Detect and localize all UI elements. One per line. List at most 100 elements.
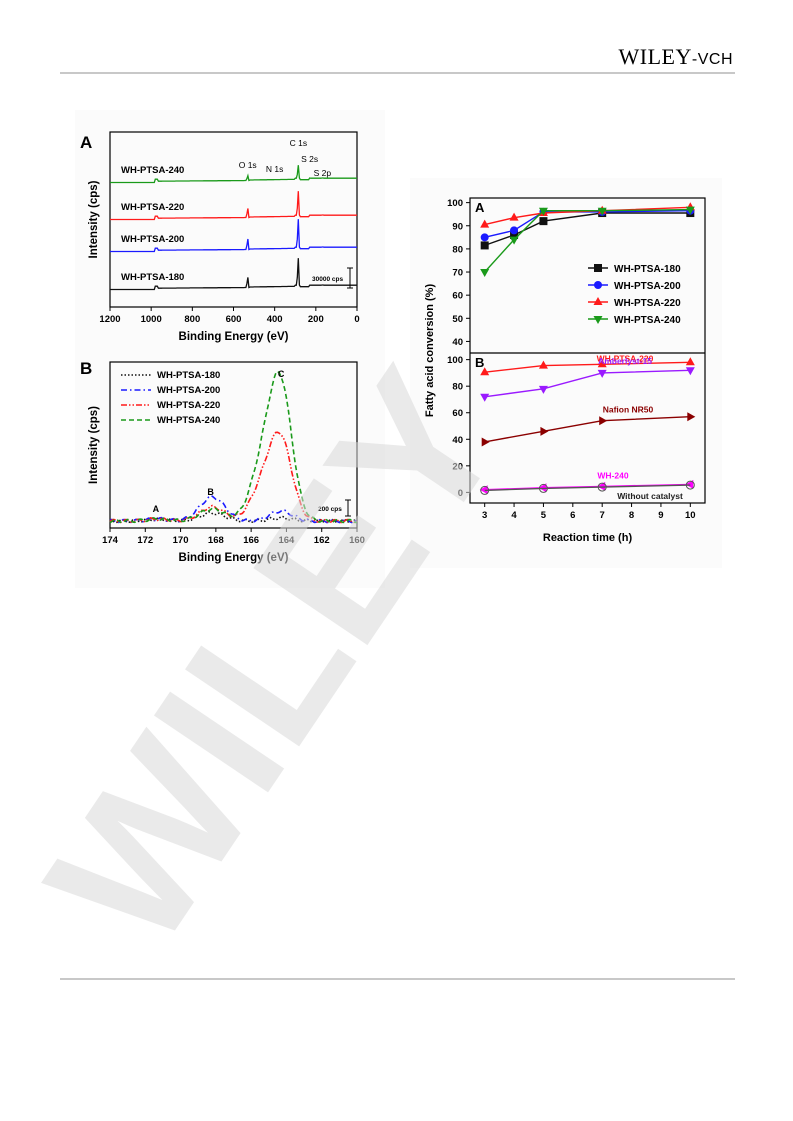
series-line (484, 416, 691, 443)
data-point (480, 241, 489, 250)
panel-letter: B (80, 359, 92, 378)
x-tick-label: 160 (349, 535, 365, 546)
y-tick-label: 0 (458, 488, 463, 499)
series-line (484, 484, 691, 492)
series-label: Without catalyst (617, 491, 683, 501)
data-point (480, 233, 489, 242)
plot-frame (109, 361, 358, 529)
x-axis-label: Reaction time (h) (543, 532, 633, 544)
data-point (597, 369, 607, 378)
x-tick-label: 174 (102, 535, 119, 546)
x-axis-label: Binding Energy (eV) (179, 552, 289, 564)
series-label: WH-240 (597, 470, 628, 480)
x-tick-label: 166 (243, 535, 259, 546)
data-point (538, 385, 548, 394)
x-tick-label: 164 (278, 535, 295, 546)
series-label: Amberlyst-15 (598, 356, 652, 366)
data-point (597, 481, 606, 491)
brand-sub: -VCH (691, 51, 733, 68)
y-axis-label: Intensity (cps) (88, 406, 100, 484)
series-label: WH-PTSA-240 (121, 165, 184, 176)
conversion-chart: A B 40 50 60 70 80 90 100 0 20 40 60 80 100 3 4 5 6 7 8 9 10 Re… (424, 197, 706, 544)
x-tick-label: 4 (511, 510, 517, 521)
series-line (484, 361, 691, 373)
series-label: WH-PTSA-200 (121, 234, 184, 245)
data-point (538, 360, 548, 369)
x-tick-label: 162 (314, 535, 330, 546)
data-point (480, 485, 490, 495)
panel-letter: B (475, 355, 484, 370)
data-point (540, 426, 549, 436)
series-label: WH-PTSA-220 (597, 353, 654, 363)
data-point (685, 367, 695, 376)
legend-label: WH-PTSA-220 (614, 298, 681, 309)
x-tick-label: 1000 (141, 314, 162, 325)
series-label: Nafion NR50 (603, 405, 654, 415)
data-point (480, 367, 490, 376)
scale-bar-label: 30000 cps (312, 276, 343, 283)
peak-label: S 2p (314, 168, 332, 178)
peak-label: C (278, 369, 285, 379)
legend-marker (594, 281, 602, 289)
xps-survey-chart: A 1200 1000 800 600 400 200 0 Binding Energy (eV… (80, 131, 360, 343)
y-tick-label: 100 (447, 355, 463, 366)
y-tick-label: 80 (452, 244, 463, 255)
peak-label: C 1s (290, 138, 307, 148)
data-point (597, 359, 607, 368)
x-tick-label: 200 (308, 314, 324, 325)
series-label: WH-PTSA-220 (121, 202, 184, 213)
x-tick-label: 10 (685, 510, 696, 521)
peak-label: O 1s (239, 160, 257, 170)
legend-marker (593, 297, 603, 305)
figure-left-panel: A 1200 1000 800 600 400 200 0 Binding Energy (eV… (75, 110, 385, 588)
series-line (109, 431, 358, 524)
y-tick-label: 80 (452, 382, 463, 393)
y-tick-label: 40 (452, 337, 463, 348)
x-tick-label: 168 (208, 535, 224, 546)
panel-letter: A (80, 133, 92, 152)
peak-label: N 1s (266, 164, 283, 174)
footer-divider (60, 978, 735, 980)
legend-label: WH-PTSA-220 (157, 400, 220, 411)
series-line (109, 510, 358, 524)
data-point (538, 207, 548, 216)
y-tick-label: 50 (452, 314, 463, 325)
series-label: WH-PTSA-180 (121, 272, 184, 283)
x-tick-label: 0 (354, 314, 359, 325)
series-line (109, 494, 358, 524)
x-tick-label: 7 (600, 510, 605, 521)
legend-label: WH-PTSA-240 (157, 415, 220, 426)
series-line (110, 219, 357, 253)
y-tick-label: 90 (452, 221, 463, 232)
brand-logo: WILEY-VCH (619, 44, 733, 70)
brand-main: WILEY (618, 44, 692, 69)
data-point (685, 479, 694, 489)
x-tick-label: 6 (570, 510, 575, 521)
x-tick-label: 3 (482, 510, 487, 521)
y-tick-label: 70 (452, 268, 463, 279)
series-line (110, 165, 357, 184)
legend-marker (593, 316, 603, 324)
x-tick-label: 600 (226, 314, 242, 325)
data-point (599, 416, 608, 426)
legend-label: WH-PTSA-200 (157, 385, 220, 396)
x-tick-label: 800 (184, 314, 200, 325)
data-point (687, 412, 696, 422)
figure-right-panel: A B 40 50 60 70 80 90 100 0 20 40 60 80 100 3 4 5 6 7 8 9 10 Re… (410, 178, 722, 568)
peak-label: A (153, 504, 160, 514)
peak-label: S 2s (301, 154, 318, 164)
y-tick-label: 60 (452, 408, 463, 419)
data-point (510, 226, 519, 235)
data-point (685, 357, 695, 366)
plot-frame (469, 197, 706, 504)
y-tick-label: 40 (452, 435, 463, 446)
data-point (597, 207, 607, 216)
data-point (510, 231, 519, 240)
x-tick-label: 1200 (99, 314, 120, 325)
legend-label: WH-PTSA-240 (614, 315, 681, 326)
x-tick-label: 172 (137, 535, 153, 546)
y-tick-label: 60 (452, 291, 463, 302)
data-point (480, 219, 490, 228)
legend-label: WH-PTSA-180 (614, 264, 681, 275)
data-point (480, 393, 490, 402)
